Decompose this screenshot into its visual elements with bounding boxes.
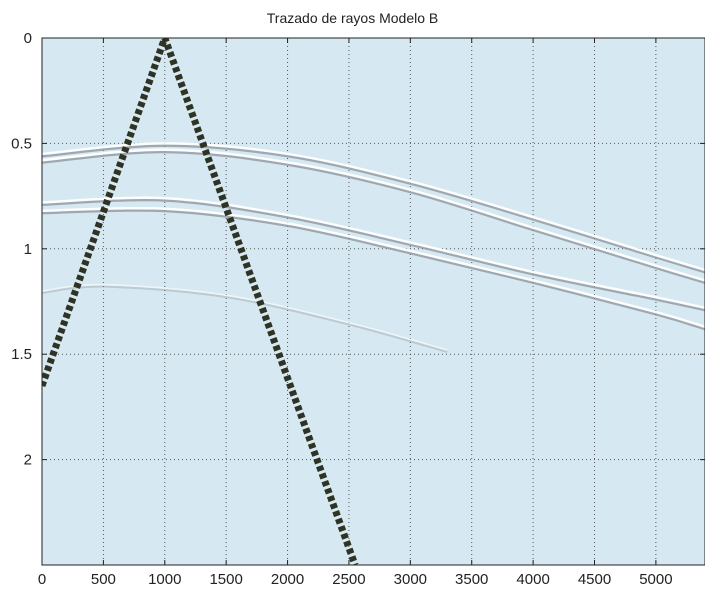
plot-background [42, 38, 705, 565]
ray-path-line [42, 38, 359, 565]
y-tick-label: 2 [24, 452, 32, 469]
reflector-line [42, 196, 705, 310]
x-tick-label: 2500 [332, 571, 365, 588]
x-tick-label: 1500 [209, 571, 242, 588]
reflector-line [42, 206, 705, 328]
reflector-line [42, 142, 705, 272]
reflector-shadow-line [42, 285, 448, 353]
chart-title: Trazado de rayos Modelo B [266, 10, 439, 26]
x-tick-label: 0 [38, 571, 46, 588]
plot-frame [41, 37, 705, 566]
x-tick-label: 3000 [394, 571, 427, 588]
y-tick-label: 0 [24, 30, 32, 47]
y-tick-label: 0.5 [11, 135, 32, 152]
x-tick-label: 2000 [271, 571, 304, 588]
x-tick-label: 5000 [639, 571, 672, 588]
x-tick-label: 3500 [455, 571, 488, 588]
y-tick-label: 1 [24, 241, 32, 258]
x-tick-label: 4000 [516, 571, 549, 588]
reflector-shadow-line [42, 198, 705, 312]
x-tick-label: 1000 [148, 571, 181, 588]
reflector-shadow-line [42, 143, 705, 274]
reflector-line [42, 283, 448, 351]
reflector-line [42, 148, 705, 282]
x-tick-label: 4500 [578, 571, 611, 588]
x-tick-label: 500 [91, 571, 116, 588]
y-tick-label: 1.5 [11, 346, 32, 363]
reflector-shadow-line [42, 150, 705, 284]
axis-ticks: 0 500 1000 1500 2000 2500 3000 3500 4000 4500 5000… [11, 30, 705, 588]
reflector-shadow-line [42, 208, 705, 331]
series-group [42, 38, 705, 565]
